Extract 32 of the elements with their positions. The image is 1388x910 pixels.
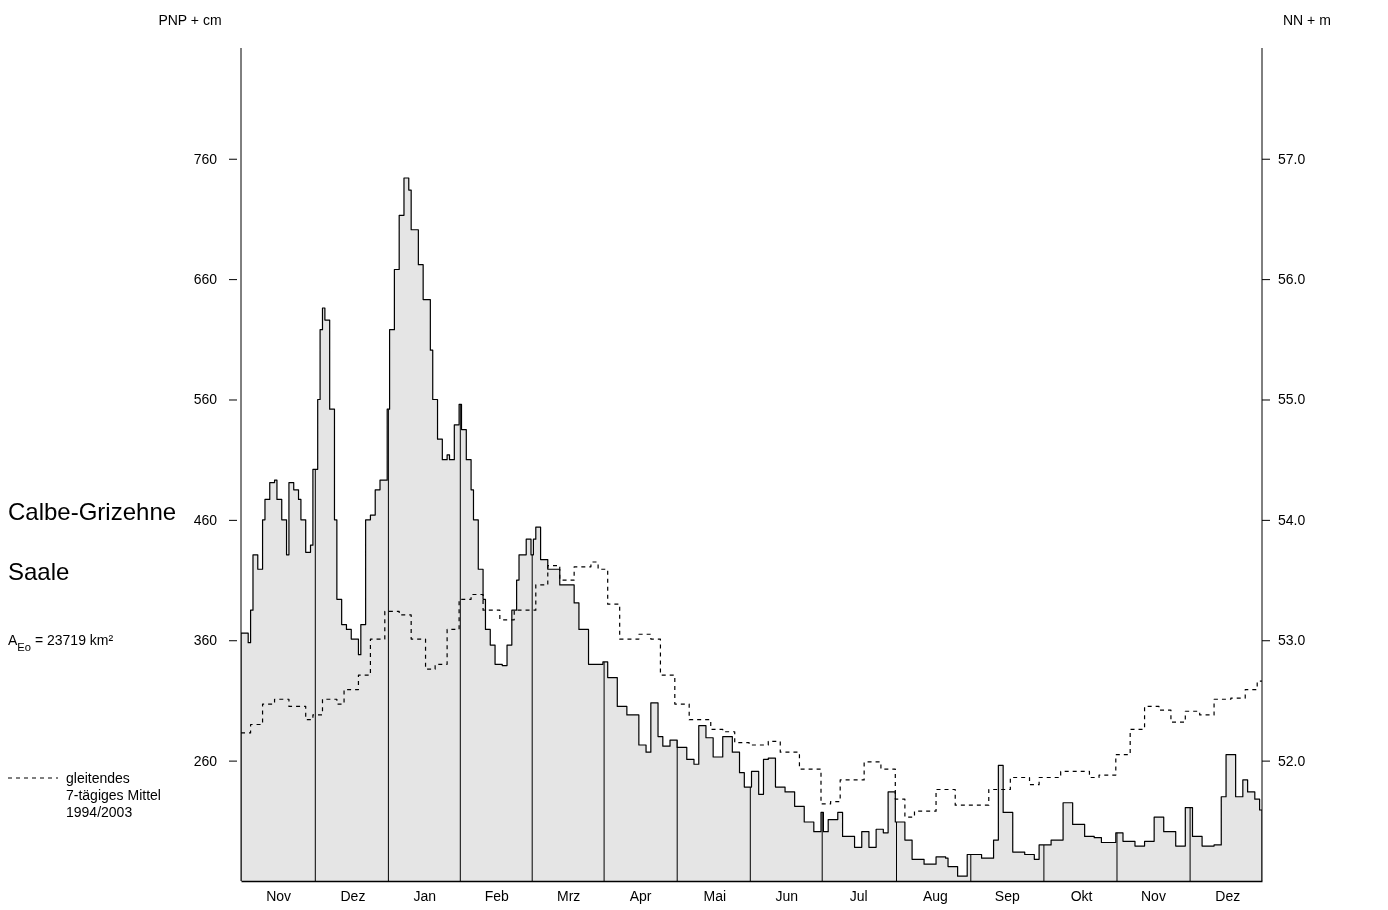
y2-tick-label: 54.0 bbox=[1278, 511, 1306, 528]
y-tick-label: 460 bbox=[193, 511, 218, 528]
y2-axis-title: NN + m bbox=[1283, 12, 1331, 28]
text: Saale bbox=[8, 558, 70, 585]
x-tick-label: Apr bbox=[629, 887, 652, 904]
x-tick-label: Okt bbox=[1070, 887, 1093, 904]
y-tick-label: 660 bbox=[193, 271, 218, 288]
x-tick-label: Dez bbox=[340, 887, 366, 904]
x-tick-label: Mai bbox=[703, 887, 727, 904]
y2-tick-label: 56.0 bbox=[1278, 271, 1306, 288]
text: A$_{Eo}$ = 23719 km² bbox=[8, 632, 114, 653]
y2-tick-label: 57.0 bbox=[1278, 150, 1306, 167]
legend-label: gleitendes 7-tägiges Mittel 1994/2003 bbox=[66, 770, 161, 820]
x-tick-label: Jun bbox=[775, 887, 799, 904]
text: Calbe-Grizehne bbox=[8, 498, 177, 525]
x-tick-label: Jul bbox=[849, 887, 868, 904]
x-tick-label: Feb bbox=[484, 887, 510, 904]
y-tick-label: 260 bbox=[193, 752, 218, 769]
y-tick-label: 560 bbox=[193, 391, 218, 408]
y2-tick-label: 52.0 bbox=[1278, 752, 1306, 769]
x-tick-label: Nov bbox=[1141, 887, 1166, 904]
y2-tick-label: 55.0 bbox=[1278, 391, 1306, 408]
x-tick-label: Sep bbox=[994, 887, 1020, 904]
x-tick-label: Jan bbox=[413, 887, 437, 904]
x-tick-label: Nov bbox=[266, 887, 292, 904]
x-tick-label: Aug bbox=[922, 887, 948, 904]
x-tick-label: Dez bbox=[1215, 887, 1241, 904]
y-tick-label: 360 bbox=[193, 632, 218, 649]
y2-tick-label: 53.0 bbox=[1278, 632, 1306, 649]
y-axis-title: PNP + cm bbox=[158, 12, 222, 28]
y-tick-label: 760 bbox=[193, 150, 218, 167]
x-tick-label: Mrz bbox=[556, 887, 581, 904]
